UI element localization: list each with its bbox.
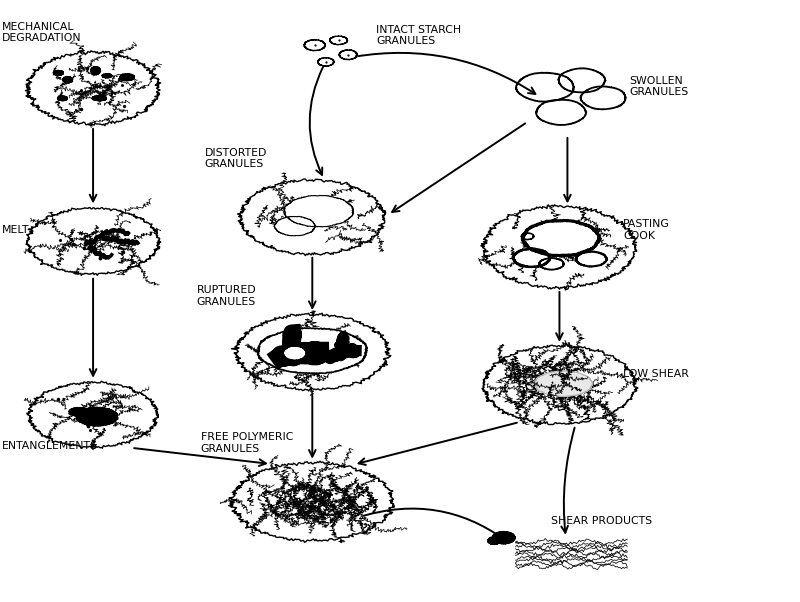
Text: DISTORTED
GRANULES: DISTORTED GRANULES xyxy=(205,147,267,169)
Polygon shape xyxy=(318,57,334,66)
Text: SWOLLEN
GRANULES: SWOLLEN GRANULES xyxy=(630,76,689,98)
Polygon shape xyxy=(258,328,367,374)
Polygon shape xyxy=(92,96,106,101)
Polygon shape xyxy=(534,371,593,397)
Polygon shape xyxy=(339,50,358,60)
Polygon shape xyxy=(522,220,600,256)
Polygon shape xyxy=(119,75,134,81)
Polygon shape xyxy=(285,347,305,359)
Polygon shape xyxy=(558,68,606,93)
Text: PASTING
COOK: PASTING COOK xyxy=(623,220,670,241)
Polygon shape xyxy=(231,313,391,391)
Polygon shape xyxy=(581,86,626,110)
Polygon shape xyxy=(492,532,515,544)
Polygon shape xyxy=(26,208,161,276)
Polygon shape xyxy=(304,40,326,51)
Text: INTACT STARCH
GRANULES: INTACT STARCH GRANULES xyxy=(376,25,462,46)
Polygon shape xyxy=(482,344,638,424)
Polygon shape xyxy=(102,74,112,78)
Polygon shape xyxy=(27,381,158,448)
Text: SHEAR PRODUCTS: SHEAR PRODUCTS xyxy=(551,516,653,526)
Text: MELT: MELT xyxy=(2,225,29,235)
Polygon shape xyxy=(238,179,386,256)
Polygon shape xyxy=(330,36,348,45)
Polygon shape xyxy=(539,258,564,270)
Polygon shape xyxy=(120,74,134,81)
Text: ENTANGLEMENTS: ENTANGLEMENTS xyxy=(2,441,98,451)
Polygon shape xyxy=(516,73,574,102)
Polygon shape xyxy=(76,407,118,426)
Text: LOW SHEAR: LOW SHEAR xyxy=(623,369,689,379)
Text: FREE POLYMERIC
GRANULES: FREE POLYMERIC GRANULES xyxy=(201,432,293,454)
Polygon shape xyxy=(481,205,637,290)
Polygon shape xyxy=(53,70,64,75)
Polygon shape xyxy=(522,233,534,240)
Polygon shape xyxy=(69,408,88,416)
Polygon shape xyxy=(576,252,606,267)
Text: RUPTURED
GRANULES: RUPTURED GRANULES xyxy=(197,285,256,307)
Polygon shape xyxy=(62,76,73,82)
Polygon shape xyxy=(513,249,550,267)
Polygon shape xyxy=(26,51,161,126)
Polygon shape xyxy=(284,196,354,227)
Polygon shape xyxy=(58,96,67,101)
Polygon shape xyxy=(487,537,501,544)
Polygon shape xyxy=(229,461,394,542)
Text: MECHANICAL
DEGRADATION: MECHANICAL DEGRADATION xyxy=(2,22,81,43)
Polygon shape xyxy=(536,100,586,125)
Polygon shape xyxy=(90,67,101,75)
Polygon shape xyxy=(274,216,316,236)
